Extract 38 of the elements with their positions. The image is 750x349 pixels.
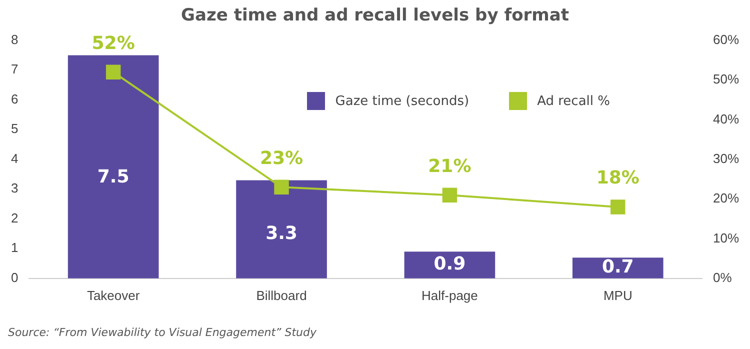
data-label: 0.9 xyxy=(434,254,466,275)
bar xyxy=(68,55,159,278)
x-tick-label: MPU xyxy=(603,288,632,303)
y2-tick-label: 20% xyxy=(712,190,740,206)
point xyxy=(610,200,626,214)
legend-label: Ad recall % xyxy=(537,94,610,108)
y-tick-label: 1 xyxy=(10,240,18,256)
point xyxy=(106,64,121,80)
y-tick-label: 4 xyxy=(10,150,18,166)
data-label: 0.7 xyxy=(602,256,634,278)
data-label: 52% xyxy=(92,32,135,54)
y2-tick-label: 60% xyxy=(712,32,740,47)
source-note: Source: “From Viewability to Visual Engagement” Study xyxy=(8,326,317,339)
data-label: 18% xyxy=(596,168,640,189)
y2-tick-label: 50% xyxy=(712,72,740,87)
y-tick-label: 5 xyxy=(10,121,18,136)
y2-tick-label: 10% xyxy=(712,230,740,246)
point xyxy=(274,180,289,195)
y-tick-label: 7 xyxy=(10,62,18,77)
y-tick-label: 8 xyxy=(10,32,18,47)
data-label: 7.5 xyxy=(97,166,130,188)
data-label: 3.3 xyxy=(266,222,298,244)
y-tick-label: 6 xyxy=(10,91,18,106)
data-label: 23% xyxy=(260,148,304,169)
x-tick-label: Billboard xyxy=(256,288,307,303)
bar xyxy=(236,180,327,278)
y2-tick-label: 30% xyxy=(712,150,740,166)
x-tick-label: Half-page xyxy=(422,288,478,303)
y-tick-label: 3 xyxy=(10,180,18,196)
y2-tick-label: 0% xyxy=(712,270,732,285)
data-label: 21% xyxy=(428,156,472,177)
point xyxy=(442,188,458,202)
legend-label: Gaze time (seconds) xyxy=(335,94,470,108)
y-tick-label: 2 xyxy=(10,210,18,226)
y2-tick-label: 40% xyxy=(712,111,740,126)
chart-title: Gaze time and ad recall levels by format xyxy=(181,6,569,26)
x-tick-label: Takeover xyxy=(86,288,140,303)
y-tick-label: 0 xyxy=(10,270,18,285)
